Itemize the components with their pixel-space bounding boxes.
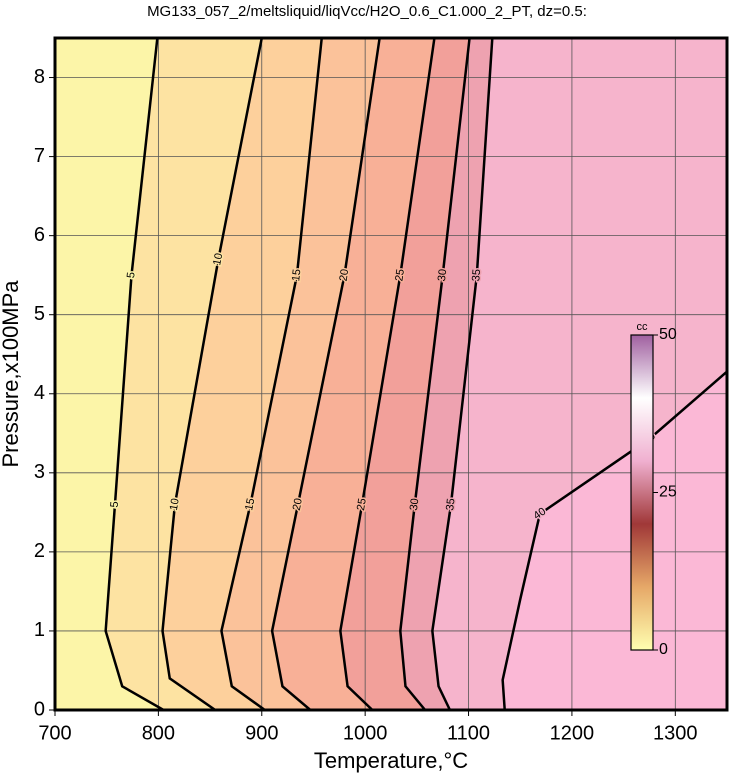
y-tick-label: 2 xyxy=(34,540,45,562)
colorbar-tick-label: 50 xyxy=(659,326,677,343)
y-tick-label: 0 xyxy=(34,698,45,720)
colorbar-tick-label: 25 xyxy=(659,484,677,501)
contour-line xyxy=(399,38,471,710)
contour-label: 35 xyxy=(470,269,483,282)
x-tick-label: 1100 xyxy=(447,722,490,744)
contour-line xyxy=(270,38,381,710)
contour-line xyxy=(431,38,494,710)
x-tick-label: 1200 xyxy=(550,722,595,744)
contour-label: 15 xyxy=(290,268,303,281)
contour-label: 30 xyxy=(436,268,449,282)
x-tick-label: 900 xyxy=(245,722,278,744)
x-tick-label: 1300 xyxy=(653,722,698,744)
y-axis-label: Pressure,x100MPa xyxy=(0,280,23,468)
y-tick-label: 1 xyxy=(34,619,45,641)
contour-label: 35 xyxy=(444,498,457,512)
contour-label: 15 xyxy=(243,497,257,511)
contour-label: 10 xyxy=(211,252,225,266)
contour-line xyxy=(104,38,165,710)
contour-line xyxy=(339,38,436,710)
contour-label: 5 xyxy=(125,271,138,278)
x-tick-label: 800 xyxy=(142,722,175,744)
band-fill xyxy=(55,38,164,710)
colorbar-label: cc xyxy=(637,321,649,333)
y-tick-label: 3 xyxy=(34,461,45,483)
y-tick-label: 7 xyxy=(34,145,45,167)
y-tick-label: 8 xyxy=(34,66,45,88)
y-tick-label: 4 xyxy=(34,382,45,404)
colorbar xyxy=(630,334,654,651)
contour-label: 30 xyxy=(408,498,421,512)
contour-line xyxy=(501,370,727,710)
contour-label: 20 xyxy=(338,268,352,282)
colorbar-tick-label: 0 xyxy=(659,641,668,658)
contour-label: 5 xyxy=(109,501,121,508)
x-axis-label: Temperature,°C xyxy=(314,748,468,773)
contour-fills xyxy=(55,38,727,710)
chart-title: MG133_057_2/meltsliquid/liqVcc/H2O_0.6_C… xyxy=(147,3,587,20)
contour-label: 10 xyxy=(168,497,182,511)
y-tick-label: 6 xyxy=(34,224,45,246)
y-tick-label: 5 xyxy=(34,303,45,325)
contour-label: 25 xyxy=(355,497,369,511)
contour-label: 25 xyxy=(393,268,407,282)
contour-line xyxy=(161,38,263,710)
axes: 700 800 900 1000 1100 1200 1300 0 1 2 3 4 5 6 7 8 xyxy=(34,36,729,744)
x-tick-label: 1000 xyxy=(343,722,388,744)
plot-frame xyxy=(53,36,729,712)
contour-label: 20 xyxy=(291,497,305,511)
contour-line xyxy=(220,38,323,710)
x-tick-label: 700 xyxy=(38,722,71,744)
